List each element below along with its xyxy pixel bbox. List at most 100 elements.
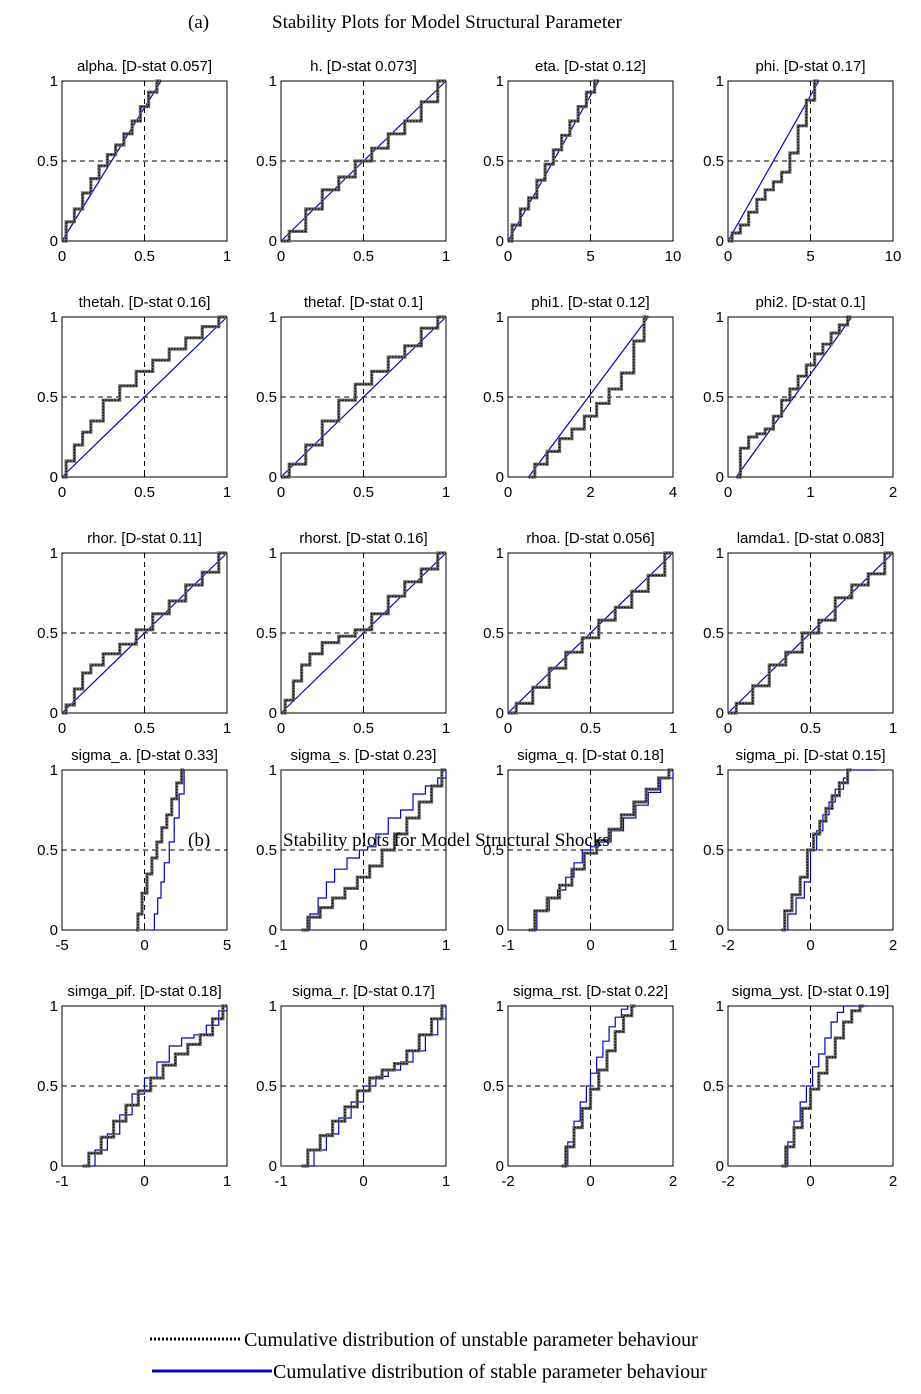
legend-unstable-label: Cumulative distribution of unstable para… (244, 1329, 698, 1351)
x-tick-label: 1 (806, 484, 814, 501)
unstable-cdf-band (528, 315, 649, 479)
x-tick-label: 0 (806, 937, 814, 954)
subplot: h. [D-stat 0.073] 0 0.5 1 0 0.5 1 (256, 58, 450, 265)
y-tick-label: 0.5 (37, 625, 58, 642)
y-tick-label: 1 (716, 762, 724, 779)
x-tick-label: -1 (274, 1173, 287, 1190)
y-tick-label: 0 (716, 469, 724, 486)
unstable-cdf-line (736, 316, 852, 478)
y-tick-label: 1 (496, 762, 504, 779)
x-tick-label: 0.5 (353, 484, 374, 501)
x-tick-label: 0 (504, 484, 512, 501)
subplot-title: thetaf. [D-stat 0.1] (304, 294, 423, 311)
y-tick-label: 0.5 (483, 1078, 504, 1095)
y-tick-label: 0.5 (483, 842, 504, 859)
y-tick-label: 1 (496, 545, 504, 562)
x-tick-label: 1 (669, 937, 677, 954)
x-tick-label: -1 (274, 937, 287, 954)
subplot: phi. [D-stat 0.17] 0 5 10 0 0.5 1 (703, 58, 901, 265)
subplot-title: rhorst. [D-stat 0.16] (299, 530, 427, 547)
y-tick-label: 1 (50, 309, 58, 326)
x-tick-label: 1 (223, 484, 231, 501)
x-tick-label: 0 (140, 937, 148, 954)
x-tick-label: 0.5 (134, 248, 155, 265)
subplot-title: sigma_rst. [D-stat 0.22] (513, 983, 668, 1000)
y-tick-label: 1 (496, 73, 504, 90)
subplot: sigma_rst. [D-stat 0.22]-2 0 200.51 (483, 983, 677, 1190)
y-tick-label: 0 (269, 469, 277, 486)
stable-cdf-line (151, 770, 185, 931)
y-tick-label: 0.5 (703, 1078, 724, 1095)
subplot: thetaf. [D-stat 0.1] 0 0.5 1 0 0.5 1 (256, 294, 450, 501)
x-tick-label: 0.5 (353, 248, 374, 265)
y-tick-label: 1 (269, 309, 277, 326)
y-tick-label: 1 (50, 545, 58, 562)
x-tick-label: 0 (140, 1173, 148, 1190)
x-tick-label: 1 (889, 720, 897, 737)
subplot-title: rhor. [D-stat 0.11] (87, 530, 202, 547)
y-tick-label: 0.5 (703, 625, 724, 642)
stable-cdf-line (280, 552, 447, 714)
unstable-cdf-line (781, 769, 852, 931)
unstable-cdf-line (561, 1005, 636, 1167)
y-tick-label: 0.5 (37, 389, 58, 406)
unstable-cdf-line (528, 769, 673, 931)
subplot-title: sigma_yst. [D-stat 0.19] (732, 983, 890, 1000)
section-b-letter: (b) (188, 830, 210, 851)
y-tick-label: 0.5 (256, 842, 277, 859)
y-tick-label: 0 (716, 922, 724, 939)
subplot-title: sigma_a. [D-stat 0.33] (71, 747, 218, 764)
y-tick-label: 0.5 (703, 153, 724, 170)
x-tick-label: 2 (586, 484, 594, 501)
x-tick-label: 0 (586, 937, 594, 954)
x-tick-label: 4 (669, 484, 677, 501)
y-tick-label: 1 (50, 73, 58, 90)
x-tick-label: 1 (442, 248, 450, 265)
y-tick-label: 1 (496, 309, 504, 326)
subplot: sigma_r. [D-stat 0.17]-1 0 100.51 (256, 983, 450, 1190)
subplot: rhorst. [D-stat 0.16] 0 0.5 1 0 0.5 1 (256, 530, 450, 737)
unstable-cdf-line (508, 552, 673, 714)
x-tick-label: 0 (58, 720, 66, 737)
x-tick-label: 0.5 (134, 484, 155, 501)
x-tick-label: 10 (665, 248, 682, 265)
y-tick-label: 0 (269, 1158, 277, 1175)
y-tick-label: 1 (496, 998, 504, 1015)
y-tick-label: 0 (496, 469, 504, 486)
subplot: alpha. [D-stat 0.057] 0 0.5 1 0 0.5 1 (37, 58, 231, 265)
subplot: sigma_yst. [D-stat 0.19]-2 0 200.51 (703, 983, 897, 1190)
x-tick-label: 1 (442, 720, 450, 737)
x-tick-label: -2 (501, 1173, 514, 1190)
unstable-cdf-line (62, 316, 227, 478)
subplot: thetah. [D-stat 0.16] 0 0.5 1 0 0.5 1 (37, 294, 231, 501)
y-tick-label: 0.5 (37, 1078, 58, 1095)
x-tick-label: -5 (55, 937, 68, 954)
subplot-title: eta. [D-stat 0.12] (535, 58, 646, 75)
stable-cdf-line (727, 80, 820, 242)
x-tick-label: 0 (504, 720, 512, 737)
x-tick-label: 5 (223, 937, 231, 954)
legend-stable-label: Cumulative distribution of stable parame… (273, 1361, 707, 1383)
unstable-cdf-line (62, 80, 161, 242)
y-tick-label: 1 (269, 762, 277, 779)
subplot-title: phi2. [D-stat 0.1] (755, 294, 865, 311)
unstable-cdf-line (728, 80, 819, 242)
subplot-title: sigma_s. [D-stat 0.23] (291, 747, 437, 764)
y-tick-label: 0 (716, 1158, 724, 1175)
x-tick-label: 0 (806, 1173, 814, 1190)
x-tick-label: 0.5 (353, 720, 374, 737)
y-tick-label: 1 (50, 762, 58, 779)
y-tick-label: 0.5 (256, 389, 277, 406)
y-tick-label: 1 (269, 73, 277, 90)
x-tick-label: 0 (359, 937, 367, 954)
subplot-title: lamda1. [D-stat 0.083] (737, 530, 885, 547)
subplot-title: phi. [D-stat 0.17] (755, 58, 865, 75)
subplot: simga_pif. [D-stat 0.18]-1 0 100.51 (37, 983, 231, 1190)
x-tick-label: -2 (721, 1173, 734, 1190)
stable-cdf-line (61, 552, 228, 714)
subplot-grid: alpha. [D-stat 0.057]0 0.5 100.51h. [D-sta… (37, 58, 901, 1190)
x-tick-label: 0 (277, 484, 285, 501)
section-a-title: Stability Plots for Model Structural Par… (272, 12, 623, 33)
legend: Cumulative distribution of unstable para… (150, 1329, 707, 1383)
